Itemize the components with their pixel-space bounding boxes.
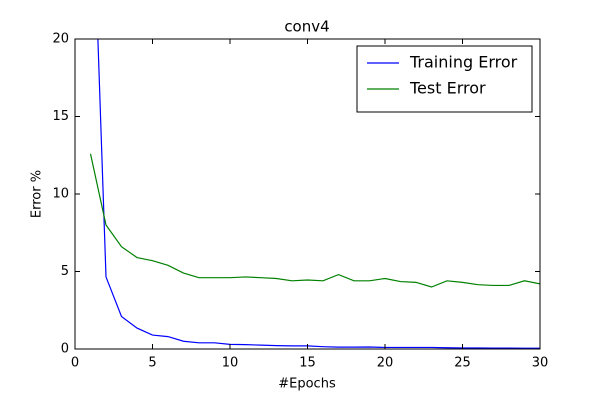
x-tick-label: 15 — [299, 356, 316, 371]
legend-box — [356, 45, 533, 113]
series-line — [89, 153, 540, 288]
x-tick-label: 30 — [532, 356, 549, 371]
series-line — [97, 39, 540, 349]
x-tick-label: 5 — [148, 356, 156, 371]
x-tick-label: 25 — [454, 356, 471, 371]
legend-label: Training Error — [409, 53, 518, 72]
chart-title: conv4 — [284, 18, 329, 36]
y-tick-label: 20 — [52, 32, 69, 47]
y-axis-label: Error % — [30, 170, 45, 218]
x-tick-label: 20 — [377, 356, 394, 371]
y-tick-label: 15 — [52, 109, 69, 124]
legend-label: Test Error — [409, 79, 486, 98]
plot-area — [89, 39, 540, 349]
x-tick-label: 0 — [71, 356, 79, 371]
y-tick-label: 5 — [61, 264, 69, 279]
y-tick-label: 10 — [52, 187, 69, 202]
x-axis-label: #Epochs — [278, 377, 336, 392]
x-tick-label: 10 — [222, 356, 239, 371]
y-tick-label: 0 — [61, 342, 69, 357]
